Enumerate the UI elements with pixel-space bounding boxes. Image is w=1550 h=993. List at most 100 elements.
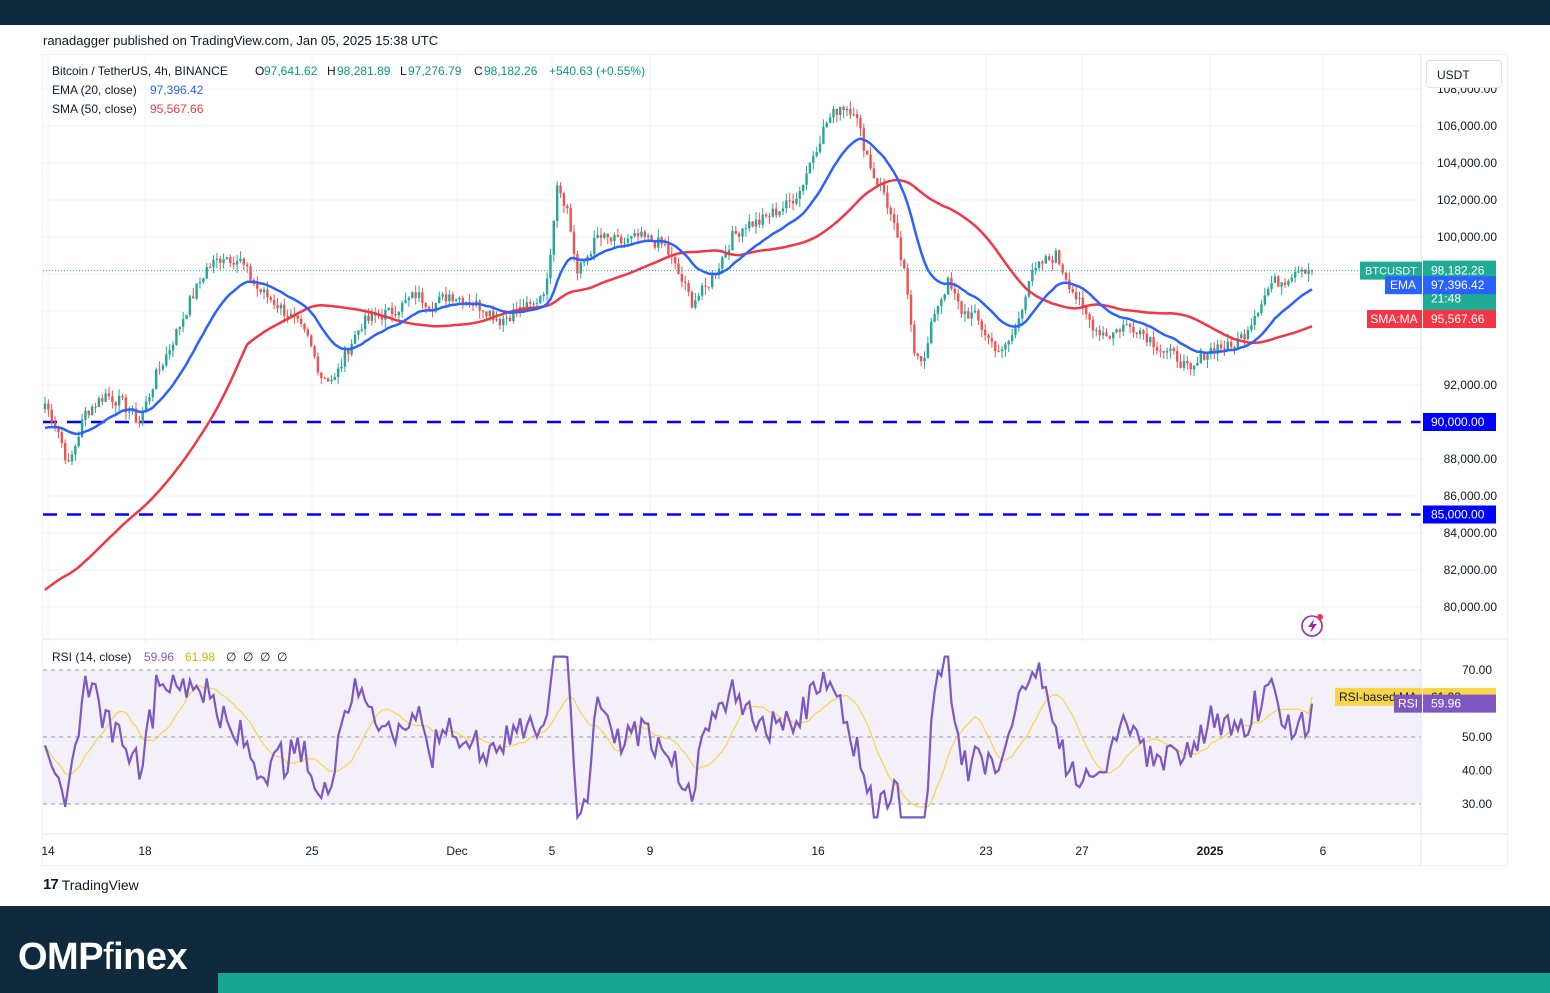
candle-body: [121, 395, 124, 398]
level-90k-tag: [1423, 413, 1496, 431]
candle-body: [107, 393, 111, 397]
ema-value-tag: [1423, 276, 1496, 295]
candle-body: [744, 228, 748, 230]
candle-body: [933, 313, 936, 322]
legend-change: +540.63 (+0.55%): [549, 64, 645, 78]
candle-body: [134, 408, 138, 423]
candle-body: [299, 318, 303, 324]
candle-body: [245, 264, 249, 267]
candle-body: [279, 304, 283, 309]
time-tick-label: 23: [979, 844, 993, 858]
candle-body: [892, 214, 896, 223]
candle-body: [50, 409, 53, 423]
candle-body: [909, 294, 913, 325]
legend-high-label: H: [327, 64, 336, 78]
candle-body: [1115, 329, 1118, 333]
ema-name-tag: [1385, 276, 1422, 295]
candle-body: [845, 108, 849, 111]
candle-body: [899, 237, 903, 261]
rsi-legend-extra-4: ∅: [277, 650, 287, 664]
candle-body: [1132, 326, 1135, 333]
candle-body: [256, 284, 259, 289]
candle-body: [417, 292, 421, 298]
candle-body: [936, 305, 940, 314]
time-tick-label: 6: [1320, 844, 1327, 858]
candle-body: [973, 310, 977, 313]
candle-body: [242, 258, 246, 265]
candle-body: [1041, 261, 1044, 264]
price-chart[interactable]: 108,000.00106,000.00104,000.00102,000.00…: [41, 53, 1509, 867]
candle-body: [390, 307, 394, 315]
candle-body: [913, 324, 916, 354]
candle-body: [593, 237, 596, 255]
candle-body: [80, 419, 84, 438]
candle-body: [340, 366, 343, 369]
candle-body: [1098, 329, 1101, 336]
time-tick-label: Dec: [446, 844, 467, 858]
candle-body: [872, 168, 876, 178]
candle-body: [1246, 330, 1250, 340]
candle-body: [997, 351, 1000, 353]
tradingview-logo[interactable]: 17 TradingView: [43, 876, 139, 893]
candle-body: [347, 349, 350, 355]
candle-body: [677, 263, 680, 274]
candle-body: [1118, 329, 1122, 332]
candle-body: [394, 314, 397, 316]
brand-part-2: f: [103, 936, 114, 978]
publisher-caption: ranadagger published on TradingView.com,…: [43, 33, 439, 48]
legend-ema-label[interactable]: EMA (20, close): [52, 83, 137, 97]
candle-body: [495, 318, 498, 321]
last-price-value: 98,182.26: [1431, 264, 1485, 278]
candle-body: [956, 293, 960, 302]
candle-body: [90, 406, 94, 416]
candle-body: [151, 389, 155, 398]
candle-body: [758, 219, 761, 225]
candle-body: [1074, 292, 1078, 300]
rsi-legend: RSI (14, close) 59.96 61.98 ∅ ∅ ∅ ∅: [52, 650, 287, 664]
price-tick-label: 80,000.00: [1444, 600, 1498, 614]
sma-tag-label: SMA:MA: [1370, 312, 1417, 326]
currency-selector[interactable]: USDT: [1426, 60, 1502, 88]
candle-body: [1064, 272, 1068, 280]
legend-sma-label[interactable]: SMA (50, close): [52, 102, 137, 116]
candle-body: [181, 319, 185, 327]
candle-body: [1017, 318, 1021, 329]
candle-body: [916, 353, 919, 357]
candle-body: [1270, 282, 1273, 289]
alerts-lightning-icon[interactable]: [1301, 614, 1323, 637]
candle-body: [124, 397, 128, 413]
candle-body: [491, 310, 495, 321]
rsi-legend-label[interactable]: RSI (14, close): [52, 650, 131, 664]
chart-frame[interactable]: 108,000.00 106,000.00 104,000.00 102,000.00…: [41, 53, 1509, 867]
candle-body: [185, 314, 188, 320]
candle-body: [562, 193, 566, 207]
candle-body: [1297, 271, 1300, 273]
time-tick-label: 27: [1075, 844, 1089, 858]
candle-body: [212, 259, 215, 268]
candle-body: [532, 303, 535, 305]
price-tick-label: 82,000.00: [1444, 563, 1498, 577]
candle-body: [1192, 365, 1196, 370]
candle-body: [232, 263, 235, 265]
candle-body: [1095, 329, 1098, 331]
candle-body: [1216, 344, 1219, 354]
candle-body: [168, 350, 171, 355]
rsi-legend-extra-2: ∅: [243, 650, 253, 664]
candle-body: [855, 114, 859, 119]
candle-body: [1176, 351, 1179, 362]
candle-body: [222, 259, 225, 263]
candle-body: [603, 233, 606, 238]
candle-body: [559, 185, 562, 194]
candle-body: [815, 152, 818, 156]
legend-symbol[interactable]: Bitcoin / TetherUS, 4h, BINANCE: [52, 64, 228, 78]
candle-body: [60, 431, 64, 443]
rsi-value-tag: [1423, 694, 1496, 713]
candle-body: [1229, 341, 1233, 347]
candle-body: [589, 254, 593, 257]
candle-body: [1088, 314, 1091, 320]
candle-body: [320, 372, 323, 379]
candle-body: [1051, 259, 1054, 263]
candle-body: [451, 294, 454, 302]
candle-body: [1061, 264, 1064, 273]
price-tick-label: 100,000.00: [1437, 230, 1497, 244]
